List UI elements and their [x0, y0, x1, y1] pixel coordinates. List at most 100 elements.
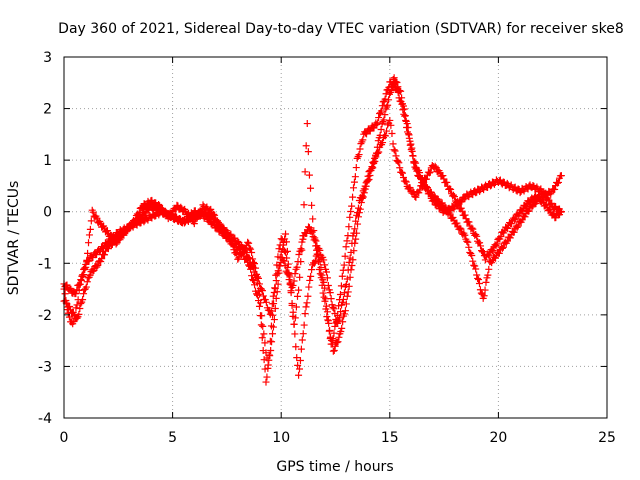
data-point	[335, 333, 343, 341]
data-point	[353, 229, 361, 237]
data-point	[430, 192, 438, 200]
data-point	[331, 342, 339, 350]
data-point	[296, 356, 304, 364]
data-point	[487, 182, 495, 190]
data-point	[362, 179, 370, 187]
data-point	[72, 290, 80, 298]
y-tick-label: -1	[38, 256, 52, 272]
data-point	[516, 189, 524, 197]
data-point	[347, 208, 355, 216]
data-point	[295, 251, 303, 259]
data-point	[422, 175, 430, 183]
data-point	[386, 116, 394, 124]
data-point	[82, 263, 90, 271]
data-point	[321, 261, 329, 269]
data-point	[265, 356, 273, 364]
data-point	[301, 310, 309, 318]
data-point	[190, 220, 198, 228]
data-point	[320, 278, 328, 286]
data-point	[327, 333, 335, 341]
data-point	[76, 280, 84, 288]
data-point	[510, 228, 518, 236]
data-point	[374, 137, 382, 145]
grid-lines	[64, 57, 607, 418]
data-point	[510, 216, 518, 224]
data-point	[101, 251, 109, 259]
data-point	[103, 227, 111, 235]
data-point	[361, 182, 369, 190]
y-axis-label: SDTVAR / TECUs	[6, 181, 22, 296]
data-point	[380, 116, 388, 124]
data-point	[173, 201, 181, 209]
data-point	[263, 373, 271, 381]
data-point	[274, 267, 282, 275]
data-point	[534, 192, 542, 200]
data-point	[484, 271, 492, 279]
data-point	[340, 261, 348, 269]
y-tick-label: 0	[43, 205, 52, 221]
data-point	[399, 106, 407, 114]
data-point	[322, 305, 330, 313]
data-point	[405, 134, 413, 142]
data-point	[381, 132, 389, 140]
data-point	[507, 220, 515, 228]
data-point	[318, 281, 326, 289]
data-point	[468, 224, 476, 232]
data-point	[296, 273, 304, 281]
data-point	[514, 211, 522, 219]
data-point	[282, 238, 290, 246]
data-point	[247, 265, 255, 273]
data-point	[503, 179, 511, 187]
data-point	[551, 185, 559, 193]
data-point	[317, 274, 325, 282]
data-point	[457, 204, 465, 212]
data-point	[473, 271, 481, 279]
data-point	[450, 191, 458, 199]
data-point	[168, 210, 176, 218]
data-point	[72, 304, 80, 312]
data-point	[112, 240, 120, 248]
data-point	[484, 184, 492, 192]
data-point	[300, 201, 308, 209]
data-point	[456, 224, 464, 232]
x-tick-labels: 0 5 10 15 20 25	[60, 430, 616, 446]
data-point	[293, 354, 301, 362]
data-point	[402, 117, 410, 125]
data-point	[392, 152, 400, 160]
data-point	[298, 336, 306, 344]
data-point	[211, 211, 219, 219]
data-point	[293, 263, 301, 271]
data-point	[344, 232, 352, 240]
data-point	[333, 317, 341, 325]
data-point	[85, 231, 93, 239]
data-point	[416, 186, 424, 194]
data-point	[521, 213, 529, 221]
data-point	[401, 177, 409, 185]
data-point	[498, 244, 506, 252]
data-point	[252, 264, 260, 272]
data-point	[254, 274, 262, 282]
data-point	[403, 124, 411, 132]
data-point	[469, 257, 477, 265]
data-point	[381, 111, 389, 119]
data-point	[323, 268, 331, 276]
data-point	[289, 312, 297, 320]
data-point	[337, 282, 345, 290]
data-point	[259, 322, 267, 330]
data-point	[268, 300, 276, 308]
data-point	[329, 303, 337, 311]
data-point	[299, 330, 307, 338]
data-point	[304, 292, 312, 300]
data-point	[285, 276, 293, 284]
data-point	[130, 217, 138, 225]
data-point	[73, 301, 81, 309]
data-point	[257, 285, 265, 293]
data-point	[303, 229, 311, 237]
data-point	[315, 266, 323, 274]
data-point	[342, 243, 350, 251]
data-point	[262, 378, 270, 386]
data-point	[266, 310, 274, 318]
data-point	[446, 210, 454, 218]
data-point	[329, 347, 337, 355]
data-point	[375, 148, 383, 156]
